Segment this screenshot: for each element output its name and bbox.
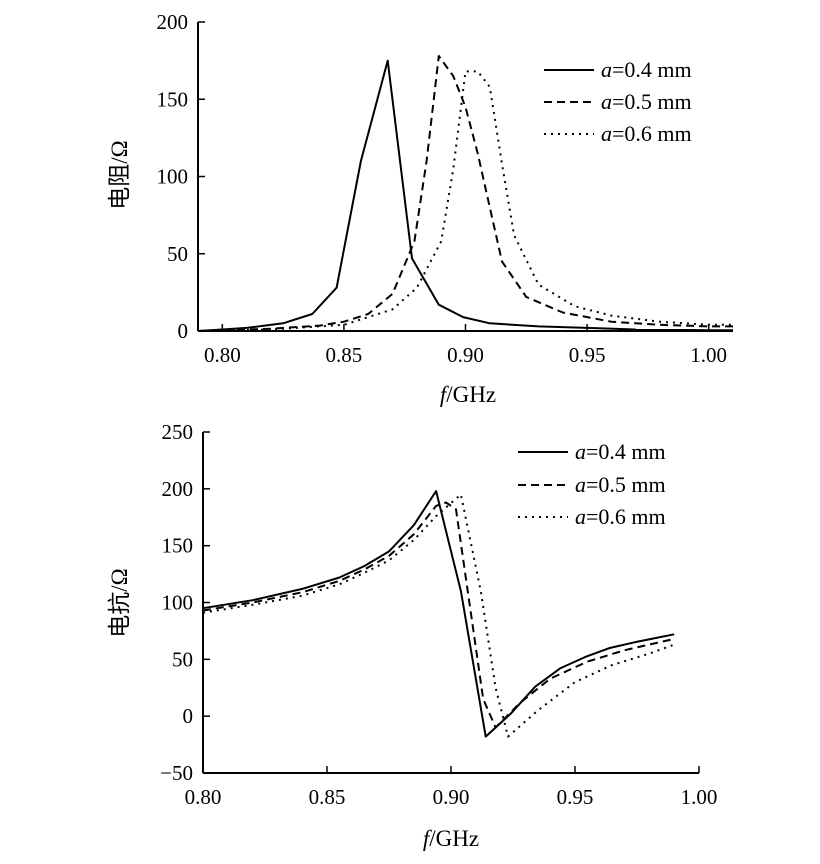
reactance-x-tick-label: 0.80 xyxy=(185,785,222,809)
resistance-y-tick-label: 50 xyxy=(167,242,188,266)
resistance-y-axis-label: 电阻/Ω xyxy=(107,140,132,209)
reactance-series-line-1 xyxy=(202,490,675,738)
resistance-x-tick-label: 1.00 xyxy=(690,343,727,367)
reactance-legend-label-2: a=0.5 mm xyxy=(575,472,666,497)
reactance-legend-label-3: a=0.6 mm xyxy=(575,504,666,529)
reactance-x-tick-label: 1.00 xyxy=(681,785,718,809)
reactance-y-tick-label: 250 xyxy=(162,420,194,444)
reactance-x-tick-label: 0.90 xyxy=(433,785,470,809)
reactance-series-line-2 xyxy=(202,501,675,729)
resistance-legend-label-3: a=0.6 mm xyxy=(601,121,692,146)
resistance-x-tick-label: 0.95 xyxy=(569,343,606,367)
reactance-y-tick-label: 0 xyxy=(183,704,194,728)
resistance-legend-label-2: a=0.5 mm xyxy=(601,89,692,114)
resistance-legend-label-1: a=0.4 mm xyxy=(601,57,692,82)
reactance-y-tick-label: 100 xyxy=(162,591,194,615)
reactance-lines xyxy=(202,490,675,738)
resistance-x-tick-label: 0.80 xyxy=(204,343,241,367)
resistance-x-axis-label: f/GHz xyxy=(440,382,496,407)
reactance-series-line-3 xyxy=(202,493,675,738)
reactance-legend: a=0.4 mm a=0.5 mm a=0.6 mm xyxy=(518,439,666,529)
reactance-x-tick-label: 0.95 xyxy=(557,785,594,809)
reactance-legend-label-1: a=0.4 mm xyxy=(575,439,666,464)
reactance-y-tick-label: −50 xyxy=(160,761,193,785)
reactance-chart: 0.80 0.85 0.90 0.95 1.00 −50 0 50 100 150 200 250 电… xyxy=(107,420,717,851)
resistance-series-line-1 xyxy=(197,59,733,332)
reactance-y-tick-label: 200 xyxy=(162,477,194,501)
resistance-x-tick-label: 0.90 xyxy=(447,343,484,367)
resistance-lines xyxy=(197,55,733,332)
reactance-ticks: 0.80 0.85 0.90 0.95 1.00 −50 0 50 100 150 200 250 xyxy=(160,420,717,809)
reactance-x-axis-label: f/GHz xyxy=(423,826,479,851)
reactance-x-tick-label: 0.85 xyxy=(309,785,346,809)
resistance-chart: 0.80 0.85 0.90 0.95 1.00 0 50 100 150 200 电阻/Ω f/… xyxy=(107,10,733,407)
resistance-y-tick-label: 150 xyxy=(157,87,189,111)
reactance-y-axis-label: 电抗/Ω xyxy=(107,568,132,637)
resistance-x-tick-label: 0.85 xyxy=(326,343,363,367)
resistance-series-line-2 xyxy=(197,55,733,332)
resistance-y-tick-label: 100 xyxy=(157,165,189,189)
reactance-y-tick-label: 50 xyxy=(172,647,193,671)
resistance-legend: a=0.4 mm a=0.5 mm a=0.6 mm xyxy=(544,57,692,146)
resistance-y-tick-label: 0 xyxy=(178,319,189,343)
reactance-y-tick-label: 150 xyxy=(162,534,194,558)
resistance-y-tick-label: 200 xyxy=(157,10,189,34)
